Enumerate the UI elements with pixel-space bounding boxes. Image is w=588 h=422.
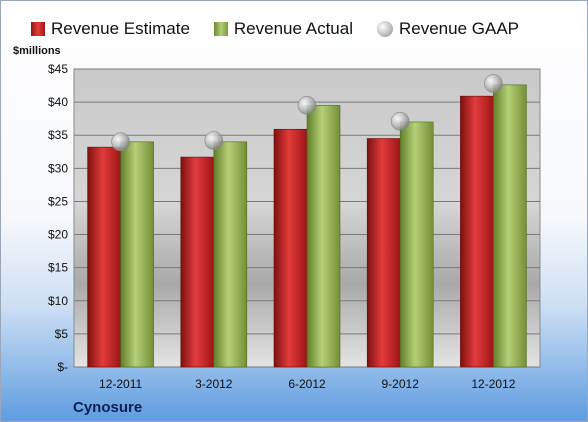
bar-revenue-estimate [180, 156, 215, 368]
y-axis-units-label: $millions [13, 45, 61, 57]
y-tick-label: $40 [48, 95, 68, 109]
legend-item-gaap: Revenue GAAP [377, 19, 519, 39]
bar-revenue-actual [120, 141, 154, 368]
legend-item-actual: Revenue Actual [213, 19, 353, 39]
point-revenue-gaap [297, 96, 317, 115]
x-tick-label: 12-2012 [471, 377, 515, 391]
y-tick-label: $45 [48, 62, 68, 76]
y-tick-label: $10 [48, 294, 68, 308]
point-revenue-gaap [484, 74, 503, 93]
legend-label-estimate: Revenue Estimate [51, 19, 190, 38]
bar-revenue-actual [493, 84, 527, 368]
bar-revenue-actual [213, 141, 248, 368]
y-tick-label: $30 [48, 161, 68, 175]
x-tick-label: 12-2011 [99, 377, 142, 391]
legend-swatch-actual [213, 22, 228, 36]
bar-revenue-estimate [366, 138, 401, 368]
legend-swatch-estimate [31, 22, 45, 36]
legend-item-estimate: Revenue Estimate [31, 19, 190, 39]
y-tick-label: $- [57, 360, 68, 374]
y-tick-label: $35 [48, 128, 68, 142]
legend-label-gaap: Revenue GAAP [399, 19, 520, 38]
bar-revenue-estimate [460, 95, 494, 368]
company-name: Cynosure [73, 399, 143, 416]
bar-revenue-estimate [87, 146, 121, 368]
x-tick-label: 6-2012 [288, 377, 326, 391]
legend-swatch-gaap [377, 21, 393, 37]
bar-revenue-estimate [273, 128, 308, 368]
bar-revenue-actual [306, 105, 341, 368]
point-revenue-gaap [111, 132, 130, 152]
y-tick-label: $25 [48, 194, 68, 208]
point-revenue-gaap [390, 112, 410, 131]
bar-revenue-actual [399, 121, 434, 368]
chart-legend: Revenue Estimate Revenue Actual Revenue … [31, 18, 543, 40]
x-tick-label: 9-2012 [382, 377, 420, 391]
x-tick-label: 3-2012 [195, 377, 233, 391]
point-revenue-gaap [204, 131, 224, 150]
y-tick-label: $15 [48, 261, 68, 275]
y-tick-label: $5 [55, 327, 69, 341]
legend-label-actual: Revenue Actual [233, 19, 353, 38]
y-tick-label: $20 [48, 228, 68, 242]
